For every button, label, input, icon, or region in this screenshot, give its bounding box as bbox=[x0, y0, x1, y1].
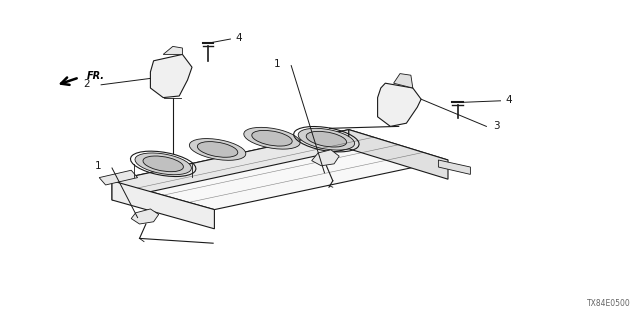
Text: 1: 1 bbox=[95, 161, 101, 172]
Ellipse shape bbox=[298, 128, 355, 150]
Polygon shape bbox=[163, 46, 182, 54]
Text: 1: 1 bbox=[274, 59, 280, 69]
Text: FR.: FR. bbox=[86, 71, 104, 81]
Ellipse shape bbox=[143, 156, 184, 172]
Ellipse shape bbox=[306, 132, 347, 147]
Ellipse shape bbox=[135, 153, 191, 175]
Polygon shape bbox=[112, 130, 349, 200]
Polygon shape bbox=[131, 209, 159, 224]
Polygon shape bbox=[394, 74, 413, 88]
Polygon shape bbox=[438, 160, 470, 174]
Polygon shape bbox=[312, 150, 339, 166]
Polygon shape bbox=[349, 130, 448, 179]
Polygon shape bbox=[378, 83, 421, 126]
Text: 2: 2 bbox=[83, 79, 90, 89]
Ellipse shape bbox=[189, 139, 246, 160]
Polygon shape bbox=[112, 181, 214, 229]
Ellipse shape bbox=[244, 127, 300, 149]
Text: 4: 4 bbox=[236, 33, 242, 44]
Polygon shape bbox=[150, 54, 192, 98]
Polygon shape bbox=[112, 130, 448, 210]
Text: 4: 4 bbox=[506, 95, 512, 105]
Ellipse shape bbox=[197, 142, 238, 157]
Ellipse shape bbox=[252, 131, 292, 146]
Text: 3: 3 bbox=[493, 121, 499, 131]
Text: TX84E0500: TX84E0500 bbox=[587, 299, 630, 308]
Polygon shape bbox=[99, 170, 138, 185]
